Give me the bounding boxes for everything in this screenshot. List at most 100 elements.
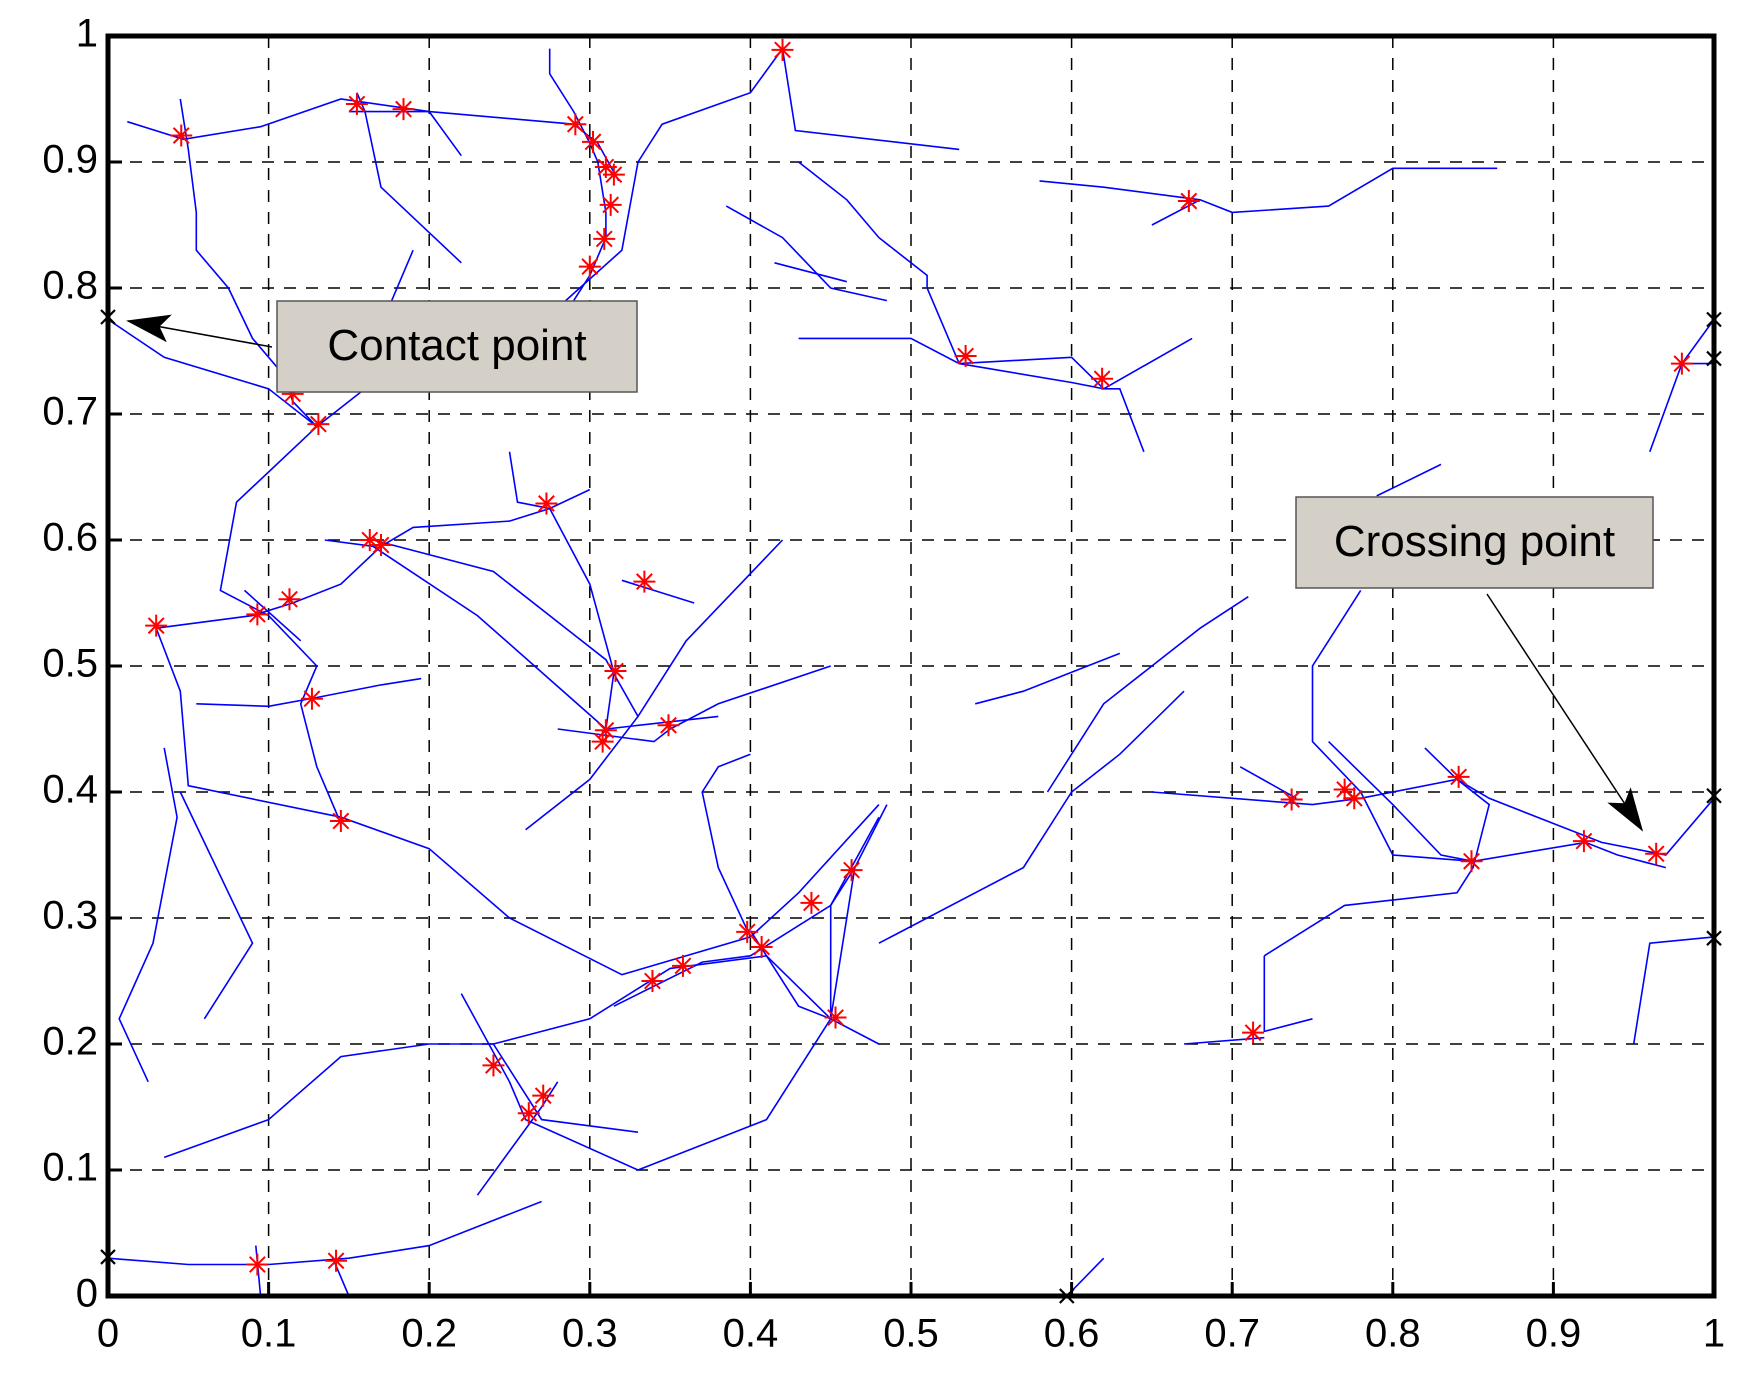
fracture-line <box>163 954 880 1159</box>
fracture-line <box>476 1081 559 1196</box>
crossing-point <box>345 93 368 116</box>
fracture-line <box>774 262 848 283</box>
fracture-line <box>798 161 1145 453</box>
y-tick-label: 0.3 <box>42 894 98 938</box>
fracture-line <box>118 747 178 1083</box>
crossing-point <box>1460 850 1483 873</box>
crossing-point <box>1091 367 1114 390</box>
crossing-point <box>594 156 617 179</box>
fracture-line <box>1183 1036 1265 1045</box>
fracture-line <box>548 48 607 302</box>
fracture-line <box>725 205 888 302</box>
crossing-point <box>325 1249 348 1272</box>
y-tick-label: 0.1 <box>42 1146 98 1190</box>
crossing-point <box>517 1102 540 1125</box>
x-tick-label: 0.9 <box>1526 1312 1582 1356</box>
crossing-point <box>582 130 605 153</box>
fracture-line <box>179 791 254 1020</box>
fracture-line <box>1649 319 1715 453</box>
crossing-point <box>771 38 794 61</box>
y-tick-label: 0.4 <box>42 768 98 812</box>
fracture-line <box>878 690 1185 944</box>
crossing-point <box>1242 1021 1265 1044</box>
crossing-point <box>602 163 625 186</box>
crossing-point <box>535 492 558 515</box>
fracture-line <box>356 92 462 264</box>
y-tick-label: 0.2 <box>42 1020 98 1064</box>
fracture-line <box>155 627 880 976</box>
y-tick-label: 0.7 <box>42 390 98 434</box>
crossing-point <box>604 660 627 683</box>
x-tick-label: 0.4 <box>723 1312 779 1356</box>
crossing-point <box>736 920 759 943</box>
plot-frame <box>105 33 1717 1299</box>
annotation-box <box>276 300 638 393</box>
y-tick-label: 0 <box>76 1272 98 1316</box>
fracture-line <box>525 539 784 831</box>
fracture-line <box>1151 199 1201 226</box>
crossing-point <box>300 687 323 710</box>
y-tick-label: 0.6 <box>42 516 98 560</box>
crossing-point <box>145 614 168 637</box>
fracture-line <box>798 337 1193 390</box>
crossing-point <box>633 570 656 593</box>
crossing-point <box>329 809 352 832</box>
fracture-line <box>1263 955 1313 1033</box>
x-tick-label: 0.3 <box>562 1312 618 1356</box>
x-tick-label: 0.8 <box>1365 1312 1421 1356</box>
fracture-line <box>107 318 366 428</box>
x-tick-label: 0.2 <box>401 1312 457 1356</box>
y-tick-label: 1 <box>76 12 98 56</box>
fracture-line <box>372 539 639 717</box>
crossing-point <box>1572 830 1595 853</box>
fracture-line <box>1328 741 1667 869</box>
annotation-text: Contact point <box>327 321 586 370</box>
fracture-line <box>348 110 462 157</box>
crossing-point <box>594 719 617 742</box>
crossing-point <box>593 227 616 250</box>
x-tick-label: 0.5 <box>883 1312 939 1356</box>
crossing-point <box>482 1054 505 1077</box>
crossing-point <box>1670 352 1693 375</box>
crossing-point <box>578 255 601 278</box>
fracture-line <box>1046 596 1249 793</box>
fracture-line <box>324 539 719 730</box>
crossing-point <box>840 859 863 882</box>
fracture-line <box>749 867 856 1020</box>
crossing-point <box>824 1006 847 1029</box>
fracture-line <box>974 652 1121 705</box>
crossing-point <box>392 98 415 121</box>
fracture-line <box>219 426 342 824</box>
x-tick-label: 0.1 <box>241 1312 297 1356</box>
crossing-point <box>564 113 587 136</box>
annotation-arrow <box>126 314 273 348</box>
fracture-line <box>156 488 591 629</box>
crossing-point <box>657 714 680 737</box>
y-tick-label: 0.9 <box>42 138 98 182</box>
crossing-point <box>599 193 622 216</box>
crossing-point <box>1343 787 1366 810</box>
fracture-line <box>1151 778 1715 856</box>
crossing-point <box>954 345 977 368</box>
x-tick-label: 0 <box>97 1312 119 1356</box>
fracture-line <box>1311 589 1474 863</box>
crossing-point <box>1280 788 1303 811</box>
crossing-point <box>246 603 269 626</box>
crossing-point <box>307 413 330 436</box>
annotation-arrow <box>1486 593 1644 832</box>
crossing-point <box>641 970 664 992</box>
annotation-box <box>1295 496 1654 589</box>
fracture-line <box>701 753 752 938</box>
crossing-point <box>278 588 301 611</box>
crossing-point <box>1177 190 1200 213</box>
crossing-point <box>800 891 823 914</box>
x-tick-label: 0.7 <box>1204 1312 1260 1356</box>
crossing-point <box>170 124 193 147</box>
crossing-point <box>591 730 614 753</box>
fracture-line <box>196 677 422 708</box>
crossing-point <box>671 954 694 977</box>
fracture-line <box>1632 936 1715 1045</box>
x-tick-label: 1 <box>1703 1312 1725 1356</box>
fracture-line <box>565 46 960 302</box>
crossing-point <box>370 534 393 557</box>
